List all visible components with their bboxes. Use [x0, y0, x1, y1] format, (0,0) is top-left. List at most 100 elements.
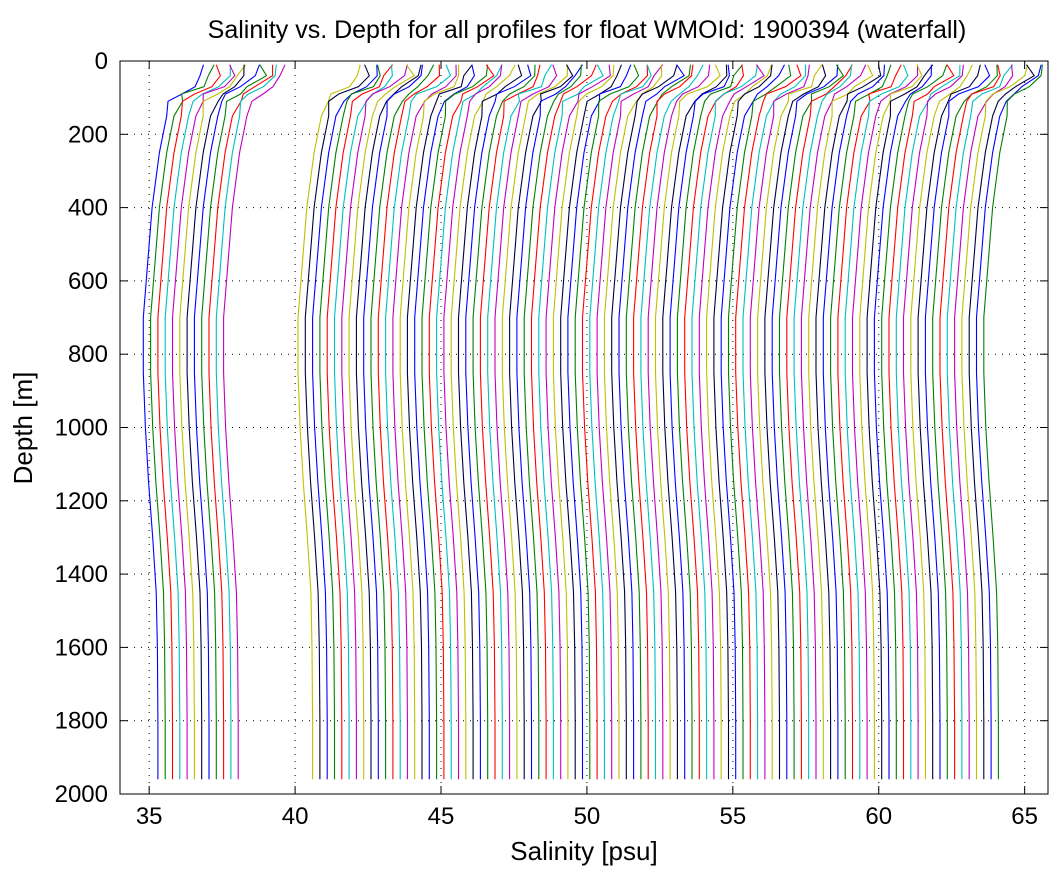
y-tick-label: 200: [68, 121, 108, 148]
profile-line: [822, 64, 886, 780]
profile-line: [428, 64, 495, 780]
profile-line: [164, 64, 231, 780]
profile-line: [895, 64, 961, 780]
profile-line: [399, 64, 460, 780]
profile-line: [530, 64, 597, 780]
profile-line: [749, 64, 810, 780]
y-tick-label: 2000: [55, 781, 108, 808]
profile-line: [640, 64, 704, 780]
profile-line: [312, 64, 378, 780]
profile-line: [150, 64, 215, 780]
y-axis-label: Depth [m]: [8, 372, 38, 485]
y-tick-label: 1400: [55, 561, 108, 588]
profile-line: [983, 64, 1044, 780]
profile-line: [961, 64, 1029, 780]
profile-line: [443, 64, 503, 780]
y-tick-label: 1600: [55, 634, 108, 661]
profile-line: [516, 64, 583, 780]
profile-line: [494, 64, 558, 780]
profile-line: [523, 64, 582, 780]
profile-line: [698, 64, 765, 780]
x-tick-label: 45: [428, 803, 455, 830]
profile-line: [179, 64, 246, 780]
x-tick-label: 40: [282, 803, 309, 830]
x-tick-label: 50: [574, 803, 601, 830]
profile-line: [567, 64, 632, 780]
profile-line: [676, 64, 743, 780]
profile-line: [939, 64, 1001, 780]
profile-line: [304, 64, 370, 780]
profile-line: [450, 64, 516, 780]
plot-frame: [119, 60, 1049, 795]
profile-line: [778, 64, 845, 780]
axis-ticks: [120, 60, 1048, 795]
profile-lines: [142, 64, 1044, 780]
profile-line: [786, 64, 853, 780]
profile-line: [223, 64, 286, 780]
profile-line: [421, 64, 489, 780]
profile-line: [859, 64, 923, 780]
profile-line: [545, 64, 611, 780]
profile-line: [487, 64, 553, 780]
profile-line: [669, 64, 730, 780]
profile-line: [596, 64, 664, 780]
profile-line: [501, 64, 569, 780]
profile-line: [873, 64, 932, 780]
x-tick-label: 55: [719, 803, 746, 830]
profile-line: [472, 64, 536, 780]
profile-line: [837, 64, 902, 780]
profile-line: [574, 64, 640, 780]
profile-line: [866, 64, 934, 780]
profile-line: [157, 64, 222, 780]
profile-line: [793, 64, 853, 780]
x-axis-label: Salinity [psu]: [510, 836, 657, 866]
profile-line: [881, 64, 948, 780]
profile-line: [370, 64, 435, 780]
profile-line: [800, 64, 867, 780]
profile-line: [924, 64, 991, 780]
profile-line: [757, 64, 823, 780]
y-tick-label: 1200: [55, 488, 108, 515]
profile-line: [771, 64, 839, 780]
profile-line: [341, 64, 408, 780]
profile-line: [208, 64, 274, 780]
profile-line: [297, 64, 361, 780]
profile-line: [377, 64, 441, 780]
profile-line: [414, 64, 475, 780]
profile-line: [465, 64, 532, 780]
profile-line: [764, 64, 827, 780]
profile-line: [662, 64, 728, 780]
profile-line: [633, 64, 694, 780]
profile-line: [618, 64, 685, 780]
profile-line: [844, 64, 909, 780]
profile-line: [406, 64, 473, 780]
profile-line: [654, 64, 721, 780]
profile-line: [720, 64, 785, 780]
profile-line: [647, 64, 711, 780]
grid-lines: [120, 61, 1048, 794]
profile-line: [201, 64, 268, 780]
x-tick-label: 35: [136, 803, 163, 830]
y-tick-label: 600: [68, 268, 108, 295]
profile-line: [186, 64, 245, 780]
profile-line: [385, 64, 452, 780]
profile-line: [392, 64, 457, 780]
profile-line: [319, 64, 381, 780]
profile-line: [581, 64, 649, 780]
profile-line: [706, 64, 773, 780]
y-tick-label: 800: [68, 341, 108, 368]
profile-line: [815, 64, 882, 780]
x-tick-label: 65: [1011, 803, 1038, 830]
profile-line: [215, 64, 277, 780]
profile-line: [727, 64, 792, 780]
profile-line: [171, 64, 236, 780]
profile-line: [509, 64, 574, 780]
profile-line: [975, 64, 1042, 780]
profile-line: [902, 64, 964, 780]
profile-line: [611, 64, 678, 780]
x-tick-label: 60: [865, 803, 892, 830]
profile-line: [968, 64, 1035, 780]
profile-line: [910, 64, 973, 780]
y-tick-label: 1800: [55, 708, 108, 735]
